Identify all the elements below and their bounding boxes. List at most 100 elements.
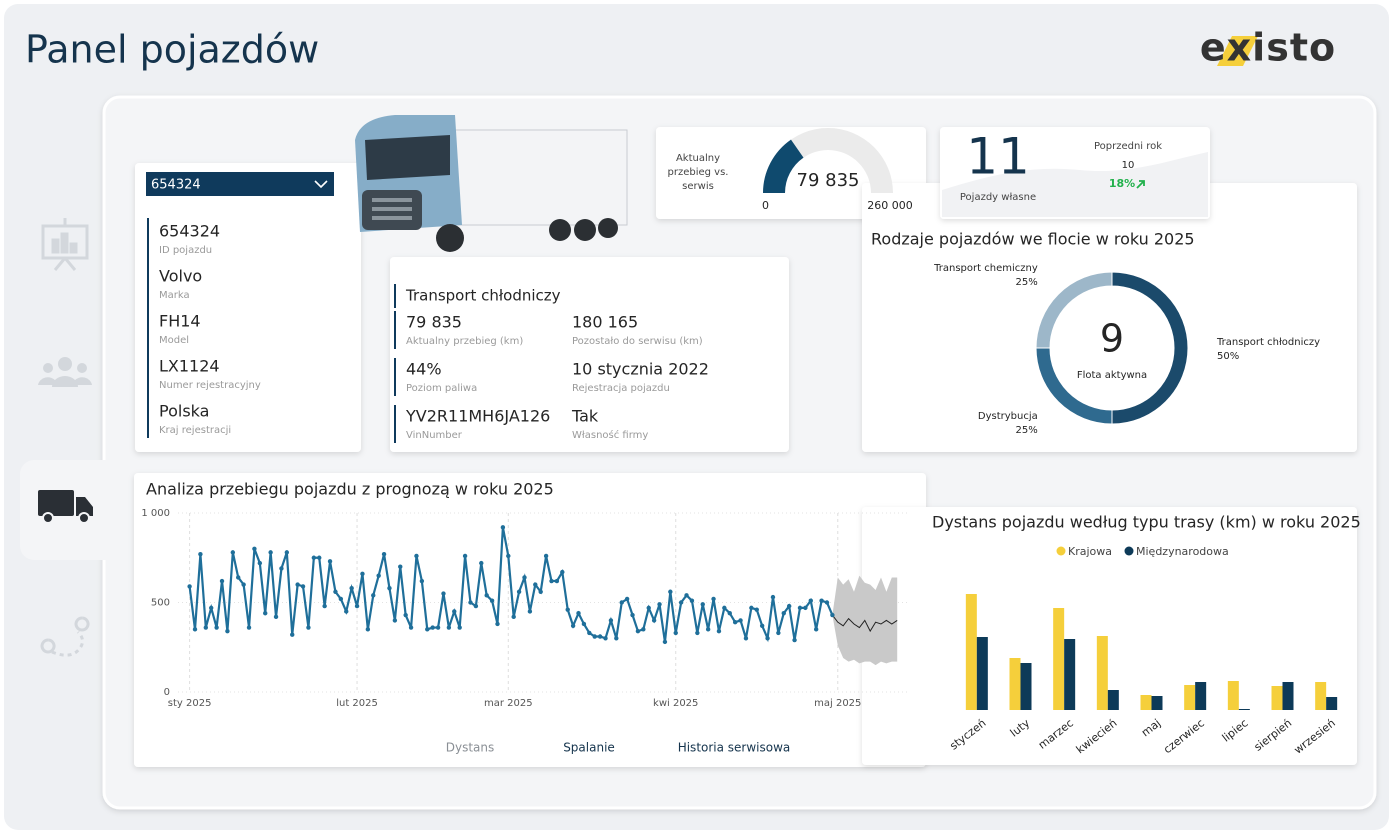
data-point	[646, 605, 651, 611]
field-label: Model	[159, 335, 189, 346]
bar	[1227, 681, 1239, 710]
field-value: YV2R11MH6JA126	[405, 407, 550, 426]
page-title: Panel pojazdów	[25, 28, 319, 72]
data-point	[495, 621, 500, 627]
data-point	[403, 612, 408, 618]
data-point	[263, 611, 268, 616]
data-point	[689, 598, 695, 603]
data-point	[597, 634, 603, 639]
data-point	[279, 566, 284, 571]
data-point	[441, 591, 446, 596]
bar	[1053, 608, 1065, 710]
donut-segment	[1035, 271, 1113, 349]
data-point	[684, 593, 689, 598]
data-point	[678, 600, 684, 605]
x-tick-label: sty 2025	[168, 698, 212, 709]
data-point	[219, 578, 225, 584]
field-label: Marka	[159, 290, 190, 301]
data-point	[511, 614, 516, 620]
data-point	[506, 553, 511, 559]
data-point	[425, 627, 430, 632]
field-value: 654324	[159, 222, 220, 241]
nav-presentation-icon	[41, 218, 89, 271]
data-point	[576, 611, 581, 616]
legend-marker	[1124, 546, 1134, 556]
field-label: Numer rejestracyjny	[159, 380, 261, 391]
kpi-change-arrow	[1136, 180, 1145, 189]
field-label: Aktualny przebieg (km)	[406, 336, 523, 347]
data-point	[662, 639, 668, 645]
bar	[1140, 695, 1152, 710]
gauge-tick-label: 0	[762, 199, 769, 212]
donut-value-label: 25%	[1016, 277, 1038, 288]
data-point	[273, 614, 279, 620]
data-point	[592, 634, 597, 639]
kpi-previous: 10	[1122, 160, 1135, 171]
data-point	[311, 555, 317, 560]
data-point	[830, 612, 835, 618]
y-tick-label: 1 000	[141, 508, 170, 519]
legend-label: Krajowa	[1068, 545, 1112, 558]
data-point	[187, 584, 192, 589]
data-point	[630, 612, 635, 618]
data-point	[722, 605, 727, 611]
view-tab[interactable]: Dystans	[446, 741, 495, 755]
donut-value-label: 50%	[1217, 351, 1239, 362]
data-point	[322, 603, 327, 609]
donut-card	[862, 183, 1357, 452]
data-point	[398, 564, 403, 569]
data-point	[543, 553, 549, 559]
view-tab[interactable]: Spalanie	[563, 741, 615, 755]
chart-title: Dystans pojazdu według typu trasy (km) w…	[932, 513, 1361, 532]
nav-route-icon	[40, 616, 90, 657]
data-point	[203, 625, 209, 630]
data-point	[732, 619, 738, 625]
field-value: 10 stycznia 2022	[572, 360, 709, 379]
data-point	[711, 596, 716, 602]
legend-label: Międzynarodowa	[1136, 545, 1229, 558]
vehicle-select-value[interactable]: 654324	[151, 178, 201, 193]
data-point	[765, 636, 770, 641]
data-point	[479, 560, 484, 566]
data-point	[695, 630, 700, 636]
chart-title: Rodzaje pojazdów we flocie w roku 2025	[871, 230, 1195, 249]
data-point	[727, 611, 732, 616]
kpi-sparkline	[942, 152, 1208, 217]
field-value: LX1124	[159, 357, 220, 376]
data-point	[252, 546, 257, 551]
data-point	[214, 625, 219, 630]
x-tick-label: mar 2025	[484, 698, 533, 709]
kpi-previous-label: Poprzedni rok	[1094, 141, 1162, 152]
field-label: Poziom paliwa	[406, 383, 477, 394]
data-point	[673, 630, 678, 636]
data-point	[797, 605, 803, 611]
data-point	[290, 632, 295, 637]
data-point	[786, 603, 792, 609]
details-card	[390, 257, 789, 452]
data-point	[419, 578, 425, 584]
vehicle-select[interactable]	[146, 172, 334, 196]
data-point	[527, 609, 533, 614]
data-point	[376, 573, 381, 578]
gauge-label: Aktualny przebieg vs. serwis	[667, 153, 729, 192]
data-point	[198, 551, 203, 557]
gauge-value	[763, 139, 804, 193]
data-point	[306, 625, 311, 630]
field-value: Polska	[159, 402, 209, 421]
data-point	[619, 600, 624, 605]
data-point	[813, 627, 819, 632]
field-value: 44%	[406, 360, 442, 379]
data-point	[668, 589, 673, 594]
data-point	[268, 550, 273, 555]
data-point	[565, 607, 570, 612]
data-point	[522, 575, 527, 580]
data-point	[614, 636, 619, 641]
select-chevron[interactable]	[314, 180, 328, 189]
view-tab[interactable]: Historia serwisowa	[678, 741, 791, 755]
nav-people-icon	[38, 357, 92, 387]
data-point	[743, 636, 749, 641]
nav-truck-icon	[38, 490, 93, 524]
data-point	[549, 578, 554, 584]
donut-label: Dystrybucja	[978, 411, 1038, 422]
